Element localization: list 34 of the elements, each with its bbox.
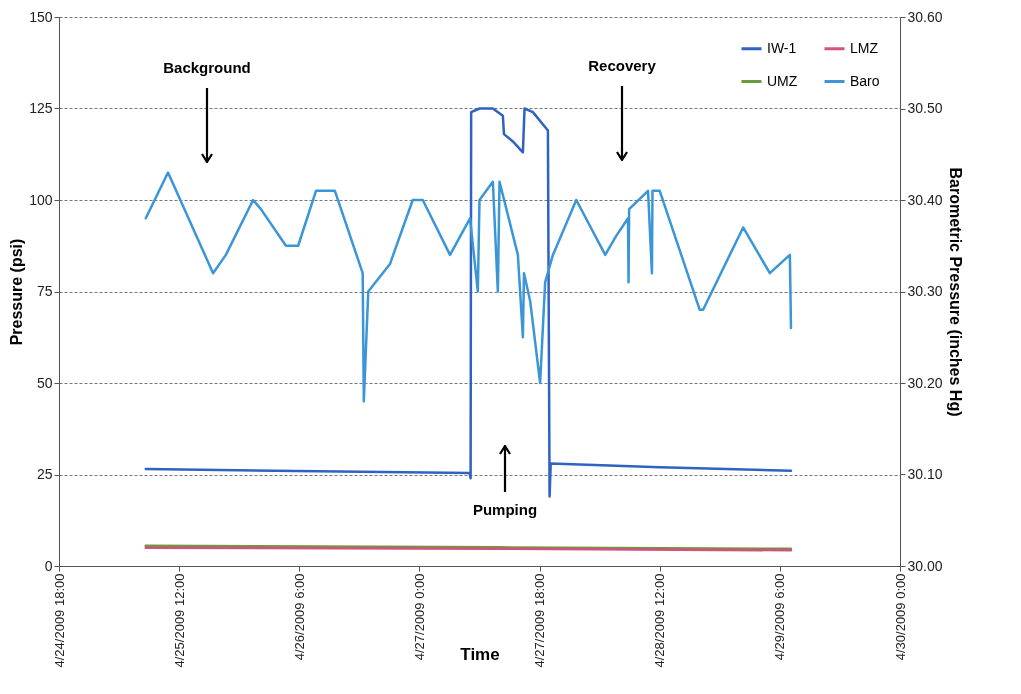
y-tick-label: 25 [36,466,53,482]
x-tick-label: 4/28/2009 12:00 [652,573,668,668]
x-tick-label: 4/27/2009 0:00 [411,573,427,661]
y2-tick-label: 30.10 [907,466,943,482]
x-tick-label: 4/26/2009 6:00 [291,573,307,661]
line-series [144,107,793,498]
line-series [144,171,793,403]
y-tick-label: 125 [29,100,53,116]
x-axis-title: Time [460,644,500,664]
x-tick-label: 4/27/2009 18:00 [532,573,548,668]
legend-label: LMZ [850,39,879,56]
y2-tick-label: 30.50 [907,100,943,116]
y-tick-label: 75 [36,283,53,299]
legend-label: Baro [850,72,880,89]
y-tick-label: 100 [29,191,53,208]
y-axis-title: Pressure (psi) [8,238,26,346]
y-tick-label: 50 [36,374,53,391]
y-tick-label: 150 [29,8,53,25]
legend-label: IW-1 [767,39,797,56]
x-tick-label: 4/24/2009 18:00 [51,573,67,668]
y2-tick-label: 30.60 [907,8,943,25]
annotation: Pumping [472,501,538,518]
y-tick-label: 0 [44,557,53,574]
y2-tick-label: 30.30 [907,283,943,299]
y2-tick-label: 30.40 [907,191,943,208]
legend-label: UMZ [767,72,798,89]
y2-axis-title: Barometric Pressure (inches Hg) [946,167,964,417]
annotation: Background [163,59,251,76]
y2-tick-label: 30.20 [907,374,943,391]
x-tick-label: 4/29/2009 6:00 [772,573,788,661]
x-tick-label: 4/25/2009 12:00 [171,573,187,668]
annotation: Recovery [588,57,656,74]
x-tick-label: 4/30/2009 0:00 [892,573,908,661]
y2-tick-label: 30.00 [907,557,943,574]
